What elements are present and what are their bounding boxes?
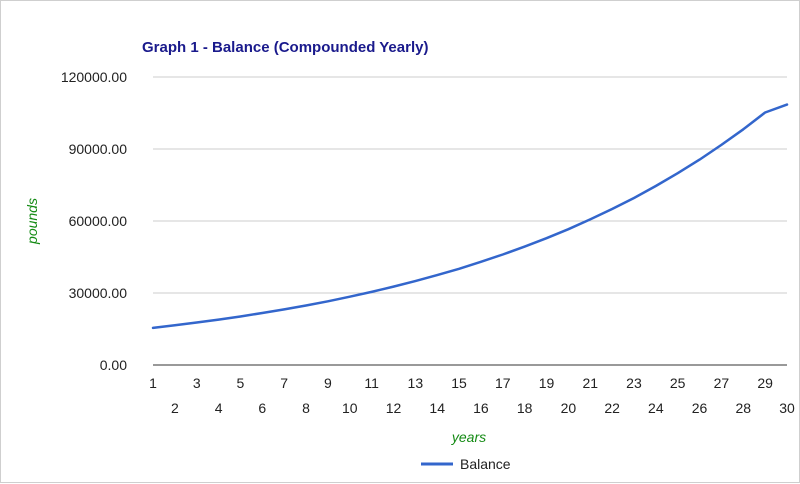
x-tick-label: 9 [324, 375, 332, 391]
x-tick-label: 10 [342, 400, 358, 416]
x-tick-label: 11 [364, 375, 379, 391]
x-axis-title: years [451, 429, 486, 445]
x-tick-label: 27 [714, 375, 730, 391]
y-tick-label: 90000.00 [69, 141, 128, 157]
y-tick-label: 120000.00 [61, 69, 127, 85]
x-tick-label: 25 [670, 375, 686, 391]
x-tick-label: 14 [429, 400, 445, 416]
x-tick-label: 12 [386, 400, 402, 416]
x-tick-label: 5 [237, 375, 245, 391]
x-tick-label: 1 [149, 375, 157, 391]
x-tick-label: 15 [451, 375, 467, 391]
x-tick-label: 8 [302, 400, 310, 416]
chart-title: Graph 1 - Balance (Compounded Yearly) [142, 39, 428, 56]
x-tick-label: 4 [215, 400, 223, 416]
x-tick-label: 23 [626, 375, 642, 391]
y-tick-label: 30000.00 [69, 285, 128, 301]
x-tick-label: 13 [408, 375, 424, 391]
x-tick-label: 16 [473, 400, 489, 416]
y-tick-label: 60000.00 [69, 213, 128, 229]
x-tick-label: 20 [561, 400, 577, 416]
y-tick-label: 0.00 [100, 357, 127, 373]
y-axis-ticks: 0.00 30000.00 60000.00 90000.00 120000.00 [61, 69, 127, 373]
gridlines [153, 76, 787, 366]
x-tick-label: 29 [757, 375, 773, 391]
series-line-balance [151, 103, 789, 330]
x-tick-label: 19 [539, 375, 555, 391]
x-tick-label: 28 [735, 400, 751, 416]
x-tick-label: 6 [258, 400, 266, 416]
x-tick-label: 30 [779, 400, 795, 416]
y-axis-title: pounds [24, 198, 40, 245]
x-tick-label: 17 [495, 375, 511, 391]
x-tick-label: 3 [193, 375, 201, 391]
x-axis-ticks: 1234567891011121314151617181920212223242… [149, 375, 795, 416]
x-tick-label: 22 [604, 400, 620, 416]
legend-label-balance: Balance [460, 456, 511, 472]
legend: Balance [421, 456, 511, 472]
x-tick-label: 18 [517, 400, 533, 416]
x-tick-label: 21 [582, 375, 598, 391]
series-group [151, 103, 789, 330]
x-tick-label: 2 [171, 400, 179, 416]
x-tick-label: 26 [692, 400, 708, 416]
x-tick-label: 7 [280, 375, 288, 391]
x-tick-label: 24 [648, 400, 664, 416]
